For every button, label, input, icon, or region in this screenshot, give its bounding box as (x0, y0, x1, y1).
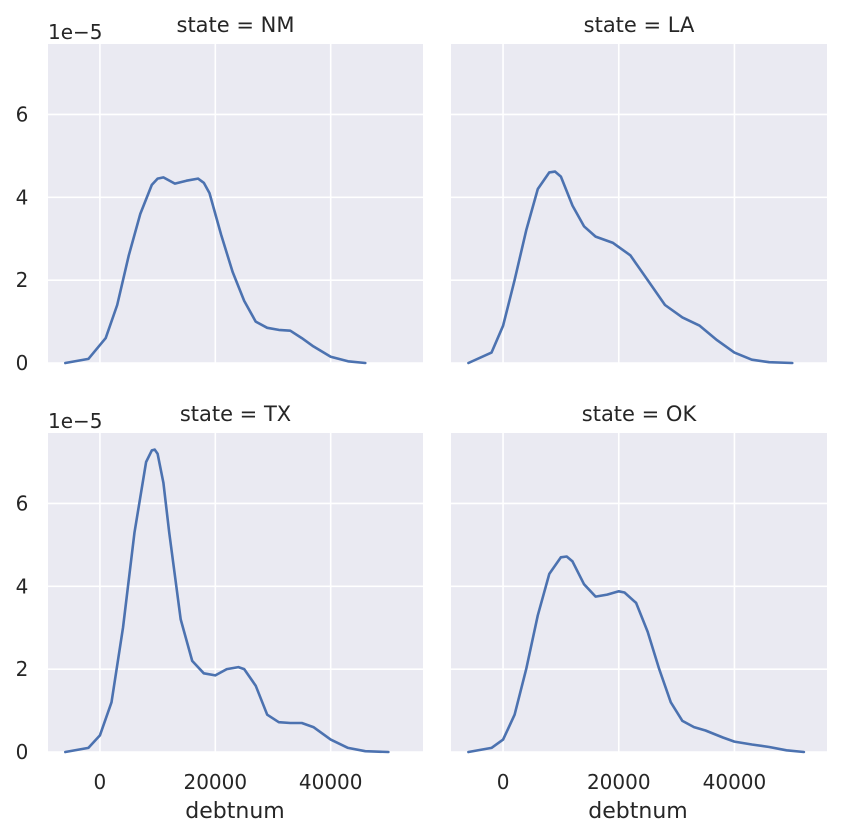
gridlines (48, 433, 423, 753)
panel-nm: state = NM (48, 13, 423, 365)
y-tick-label: 2 (16, 657, 29, 681)
x-tick-label: 20000 (183, 770, 247, 794)
y-tick-label: 4 (16, 574, 29, 598)
x-tick-label: 20000 (587, 770, 651, 794)
plot-area (48, 44, 423, 363)
gridlines (451, 433, 827, 753)
panel-title: state = TX (180, 402, 291, 426)
y-tick-label: 0 (16, 351, 29, 375)
gridlines (451, 44, 827, 364)
kde-curve (64, 176, 367, 365)
y-tick-label: 0 (16, 740, 29, 764)
kde-curve (467, 555, 806, 754)
panel-title: state = OK (582, 402, 698, 426)
y-offset-label-top: 1e−5 (48, 20, 103, 44)
x-tick-label: 40000 (299, 770, 363, 794)
panel-la: state = LA (451, 13, 827, 365)
y-tick-label: 2 (16, 268, 29, 292)
plot-area (451, 44, 827, 363)
y-tick-label: 6 (16, 102, 29, 126)
panel-title: state = NM (177, 13, 295, 37)
plot-area (451, 433, 827, 752)
plot-area (48, 433, 423, 752)
kde-curve (64, 448, 390, 754)
y-offset-label-bottom: 1e−5 (48, 409, 103, 433)
x-tick-label: 0 (497, 770, 510, 794)
x-axis-label-right: debtnum (588, 799, 687, 824)
panel-ok: state = OK (451, 402, 827, 754)
x-tick-label: 40000 (703, 770, 767, 794)
y-tick-label: 4 (16, 185, 29, 209)
panel-tx: state = TX (48, 402, 423, 754)
y-tick-label: 6 (16, 491, 29, 515)
x-tick-label: 0 (94, 770, 107, 794)
kde-curve (467, 170, 794, 365)
panel-title: state = LA (584, 13, 695, 37)
tick-labels: 0 2 4 6 0 2 4 6 0 20000 40000 0 20000 40000 (16, 102, 767, 794)
x-axis-label-left: debtnum (185, 799, 284, 824)
